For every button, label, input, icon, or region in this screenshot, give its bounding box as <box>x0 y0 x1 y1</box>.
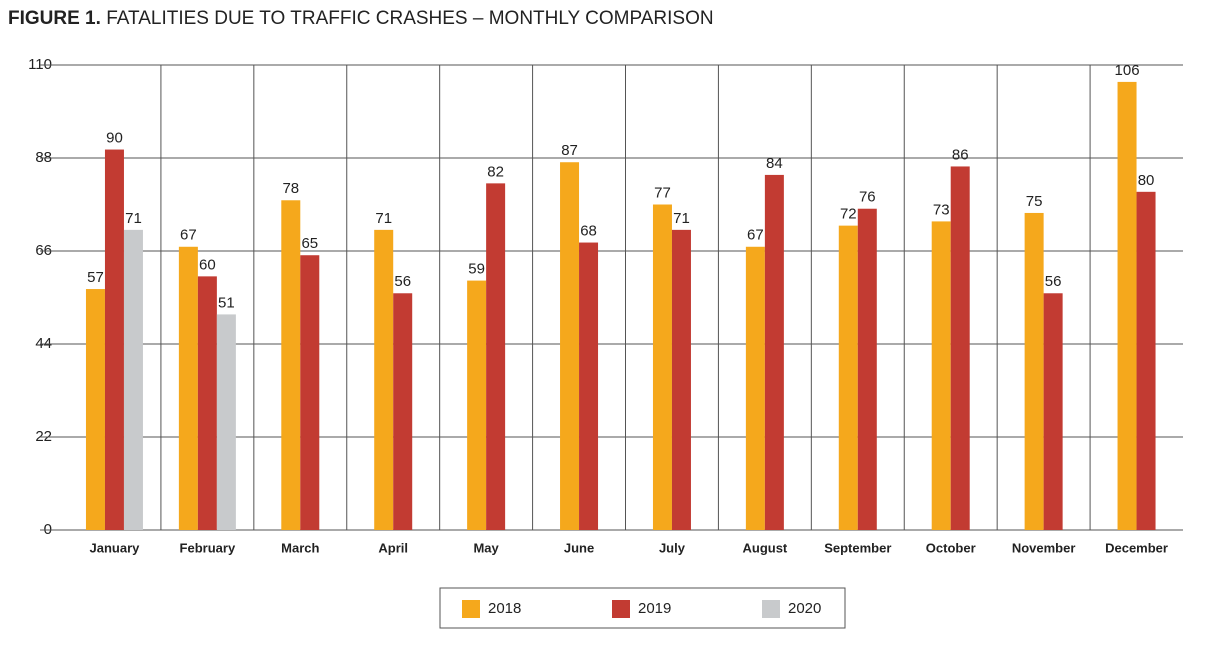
bar <box>1024 212 1044 531</box>
value-label: 51 <box>218 294 235 311</box>
bar <box>671 229 691 530</box>
bar <box>1043 293 1063 530</box>
legend-label: 2020 <box>788 600 821 617</box>
value-label: 75 <box>1026 193 1043 210</box>
value-label: 106 <box>1115 62 1140 79</box>
value-label: 60 <box>199 256 216 273</box>
x-tick-label: July <box>659 540 686 555</box>
y-tick-label: 110 <box>28 56 52 73</box>
bar <box>652 204 672 530</box>
bar <box>281 200 301 531</box>
value-label: 73 <box>933 201 950 218</box>
value-label: 72 <box>840 206 857 223</box>
value-label: 67 <box>747 227 764 244</box>
bar <box>838 225 858 531</box>
value-label: 76 <box>859 189 876 206</box>
x-tick-label: April <box>378 540 408 555</box>
bar <box>857 208 877 530</box>
bar <box>197 276 217 530</box>
legend-swatch <box>462 600 480 618</box>
bar <box>178 246 198 531</box>
bar <box>1117 81 1137 530</box>
value-label: 77 <box>654 184 671 201</box>
value-label: 59 <box>468 261 485 278</box>
value-label: 65 <box>301 235 318 252</box>
legend-label: 2018 <box>488 600 521 617</box>
value-label: 71 <box>375 210 392 227</box>
x-tick-label: January <box>90 540 141 555</box>
value-label: 80 <box>1138 172 1155 189</box>
value-label: 71 <box>673 210 690 227</box>
y-tick-label: 88 <box>35 149 52 166</box>
value-label: 56 <box>394 273 411 290</box>
legend-label: 2019 <box>638 600 671 617</box>
value-label: 71 <box>125 210 142 227</box>
bar <box>85 289 105 530</box>
bar <box>579 242 599 530</box>
x-tick-label: March <box>281 540 319 555</box>
bar <box>560 162 580 530</box>
figure-label: FIGURE 1. <box>8 8 101 29</box>
legend-swatch <box>762 600 780 618</box>
bar <box>123 229 143 530</box>
y-tick-label: 0 <box>44 521 52 538</box>
bar <box>950 166 970 531</box>
bar <box>393 293 413 530</box>
y-tick-label: 66 <box>35 242 52 259</box>
chart-title: FIGURE 1. FATALITIES DUE TO TRAFFIC CRAS… <box>8 8 714 29</box>
bar <box>745 246 765 531</box>
y-tick-label: 22 <box>35 428 52 445</box>
value-label: 87 <box>561 142 578 159</box>
x-tick-label: November <box>1012 540 1076 555</box>
title-text: FATALITIES DUE TO TRAFFIC CRASHES – MONT… <box>106 8 713 29</box>
x-tick-label: December <box>1105 540 1168 555</box>
bar <box>486 183 506 530</box>
x-tick-label: May <box>473 540 499 555</box>
value-label: 84 <box>766 155 783 172</box>
bar <box>931 221 951 530</box>
value-label: 90 <box>106 130 123 147</box>
value-label: 78 <box>282 180 299 197</box>
x-tick-label: August <box>742 540 787 555</box>
value-label: 82 <box>487 163 504 180</box>
bar <box>764 174 784 530</box>
value-label: 67 <box>180 227 197 244</box>
y-tick-label: 44 <box>35 335 52 352</box>
x-tick-label: October <box>926 540 976 555</box>
value-label: 68 <box>580 223 597 240</box>
bar <box>467 280 487 530</box>
x-tick-label: September <box>824 540 891 555</box>
value-label: 57 <box>87 269 104 286</box>
value-label: 86 <box>952 146 969 163</box>
bar <box>216 314 236 530</box>
bar <box>1136 191 1156 530</box>
bar <box>374 229 394 530</box>
bar <box>300 255 320 530</box>
bar <box>104 149 124 530</box>
value-label: 56 <box>1045 273 1062 290</box>
legend-swatch <box>612 600 630 618</box>
x-tick-label: February <box>180 540 236 555</box>
x-tick-label: June <box>564 540 594 555</box>
